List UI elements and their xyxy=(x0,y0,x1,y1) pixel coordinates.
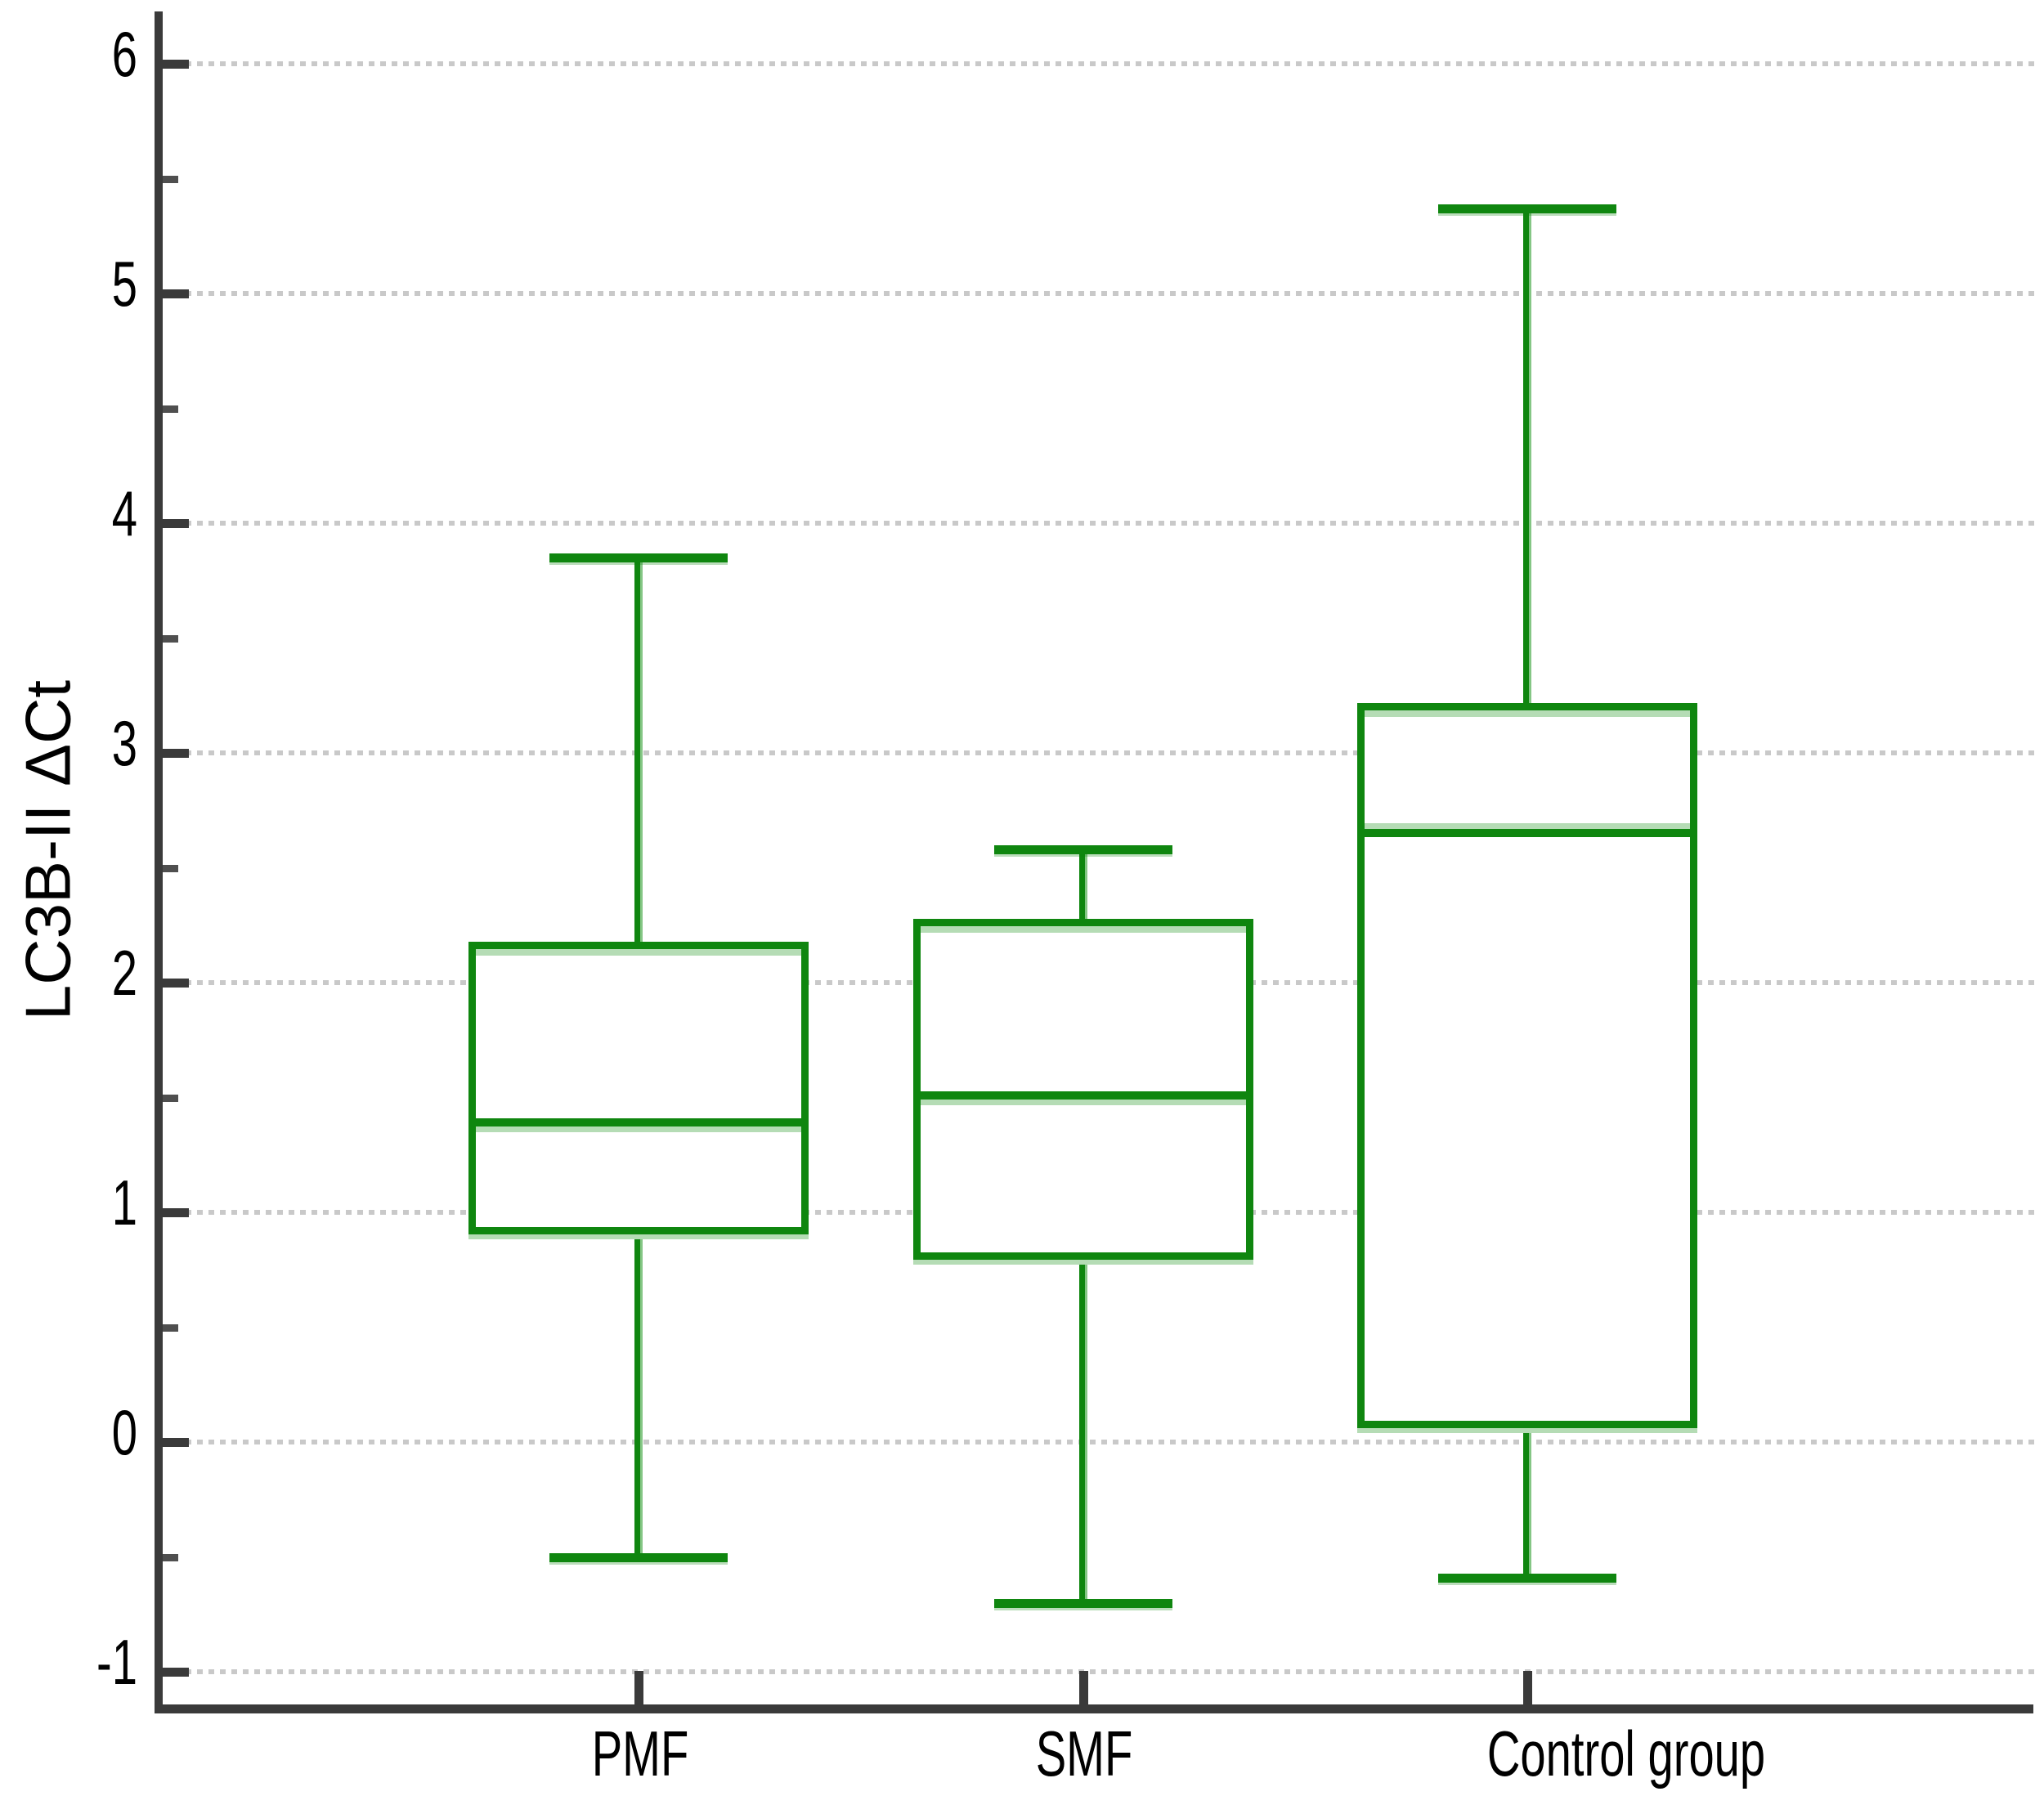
whisker-cap-lower-pmf xyxy=(549,1552,728,1562)
y-tick-label: 4 xyxy=(111,477,137,549)
gridline xyxy=(163,750,2037,755)
y-axis-line xyxy=(155,11,163,1713)
x-category-label-control-group: Control group xyxy=(1486,1718,1766,1789)
box-top-inner-shade xyxy=(1365,710,1690,717)
x-axis-tick-pmf xyxy=(634,1671,643,1704)
y-tick-label: 1 xyxy=(111,1167,137,1238)
y-axis-major-tick xyxy=(162,1438,189,1447)
iqr-box-pmf xyxy=(468,942,809,1235)
y-tick-label: 3 xyxy=(111,707,137,779)
y-axis-major-tick xyxy=(162,749,189,758)
whisker-lower-control-group xyxy=(1523,1423,1531,1578)
y-tick-label: 0 xyxy=(111,1396,137,1468)
box-top-inner-shade xyxy=(476,949,801,956)
y-axis-major-tick xyxy=(162,519,189,528)
y-axis-major-tick xyxy=(162,289,189,298)
y-axis-minor-tick xyxy=(162,405,178,413)
whisker-upper-smf xyxy=(1079,849,1087,923)
box-top-inner-shade xyxy=(921,925,1246,933)
x-axis-tick-control-group xyxy=(1523,1671,1532,1704)
y-axis-minor-tick xyxy=(162,175,178,183)
whisker-upper-pmf xyxy=(634,558,643,947)
y-axis-minor-tick xyxy=(162,864,178,872)
x-axis-line xyxy=(155,1704,2033,1713)
y-tick-label: -1 xyxy=(96,1626,137,1698)
median-line-pmf xyxy=(476,1118,801,1127)
y-tick-label: 2 xyxy=(111,937,137,1009)
median-line-control-group xyxy=(1365,829,1690,838)
median-line-shade-pmf xyxy=(476,1126,801,1133)
gridline xyxy=(163,1669,2037,1674)
whisker-cap-upper-pmf xyxy=(549,553,728,563)
y-axis-major-tick xyxy=(162,60,189,69)
median-line-shade-control-group xyxy=(1365,823,1690,830)
whisker-cap-lower-smf xyxy=(994,1598,1172,1608)
y-tick-label: 5 xyxy=(111,248,137,320)
y-axis-minor-tick xyxy=(162,1094,178,1102)
y-axis-major-tick xyxy=(162,1668,189,1677)
whisker-cap-lower-control-group xyxy=(1438,1573,1616,1583)
gridline xyxy=(163,521,2037,526)
y-axis-major-tick xyxy=(162,1208,189,1217)
iqr-box-control-group xyxy=(1357,702,1697,1428)
median-line-shade-smf xyxy=(921,1099,1246,1105)
y-axis-minor-tick xyxy=(162,1324,178,1332)
y-axis-minor-tick xyxy=(162,634,178,643)
whisker-cap-upper-control-group xyxy=(1438,204,1616,214)
whisker-cap-upper-smf xyxy=(994,845,1172,855)
iqr-box-smf xyxy=(913,918,1253,1261)
whisker-upper-control-group xyxy=(1523,208,1531,707)
y-axis-minor-tick xyxy=(162,1553,178,1561)
gridline xyxy=(163,1440,2037,1444)
y-tick-label: 6 xyxy=(111,18,137,90)
x-axis-tick-smf xyxy=(1079,1671,1088,1704)
gridline xyxy=(163,291,2037,296)
gridline xyxy=(163,61,2037,66)
median-line-smf xyxy=(921,1091,1246,1100)
y-axis-major-tick xyxy=(162,979,189,988)
whisker-lower-smf xyxy=(1079,1256,1087,1603)
x-category-label-smf: SMF xyxy=(1035,1718,1133,1789)
whisker-lower-pmf xyxy=(634,1230,643,1557)
x-category-label-pmf: PMF xyxy=(591,1718,689,1789)
